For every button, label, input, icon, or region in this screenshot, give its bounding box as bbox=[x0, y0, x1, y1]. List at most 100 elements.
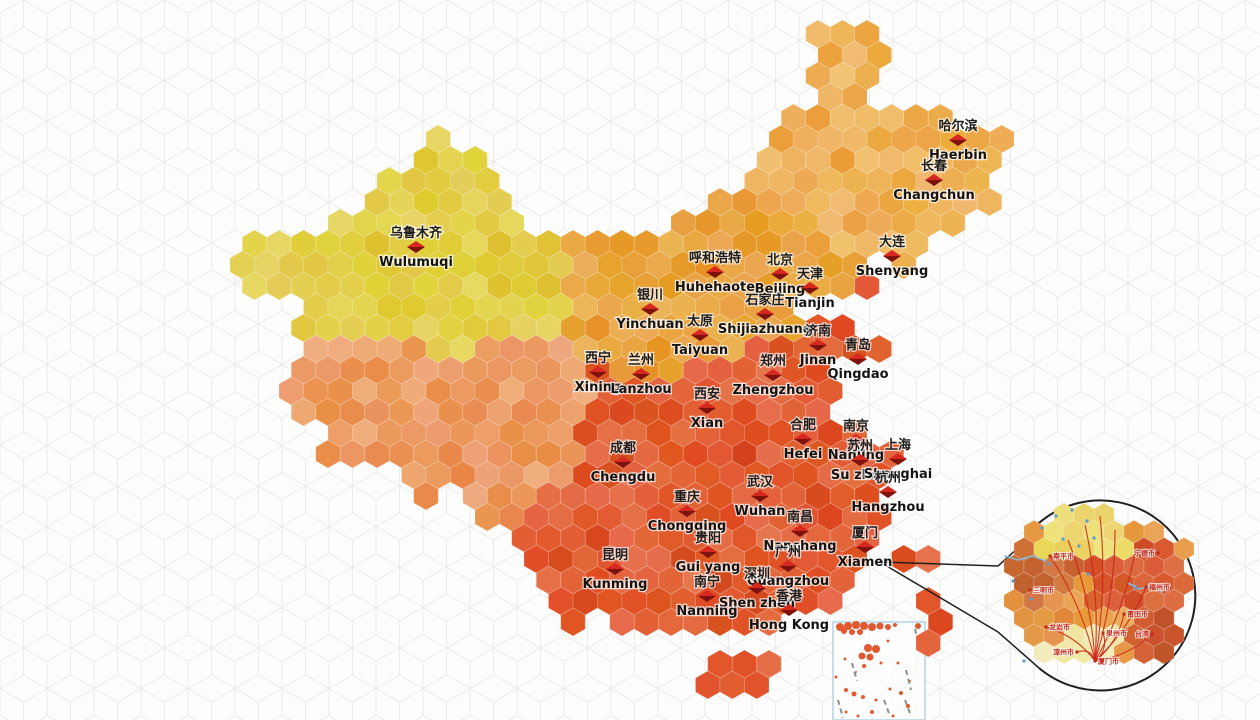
city-name-en: Gui yang bbox=[676, 560, 741, 575]
city-xining[interactable]: 西宁 Xining bbox=[573, 349, 622, 397]
inset-city-label: 三明市 bbox=[1033, 586, 1054, 595]
city-jinan[interactable]: 济南 Jinan bbox=[797, 322, 837, 370]
city-xian[interactable]: 西安 Xian bbox=[689, 385, 724, 433]
city-name-zh: 香港 bbox=[775, 588, 803, 604]
poi-blue-dot bbox=[1077, 544, 1081, 548]
city-marker-icon[interactable] bbox=[849, 353, 867, 359]
city-hangzhou[interactable]: 杭州 Hangzhou bbox=[850, 469, 926, 517]
city-marker-icon[interactable] bbox=[698, 590, 716, 596]
city-marker-icon[interactable] bbox=[809, 339, 827, 345]
island-dot bbox=[870, 710, 874, 714]
nine-dash-segment bbox=[851, 662, 858, 682]
city-marker-icon[interactable] bbox=[589, 366, 607, 372]
city-name-en: Shenyang bbox=[856, 264, 929, 279]
city-marker-icon[interactable] bbox=[771, 268, 789, 274]
land-hex-tile bbox=[866, 334, 892, 364]
city-yinchuan[interactable]: 银川 Yinchuan bbox=[614, 286, 685, 334]
city-chongqing[interactable]: 重庆 Chongqing bbox=[646, 488, 727, 536]
city-marker-icon[interactable] bbox=[883, 250, 901, 256]
city-huhehaote[interactable]: 呼和浩特 Huhehaote bbox=[674, 249, 757, 297]
city-chengdu[interactable]: 成都 Chengdu bbox=[589, 439, 656, 487]
city-marker-icon-shadow bbox=[849, 359, 867, 365]
city-shen-zhen[interactable]: 深圳 Shen zhen bbox=[718, 565, 797, 613]
poi-blue-dot bbox=[1011, 579, 1015, 583]
city-beijing[interactable]: 北京 Beijing bbox=[753, 251, 806, 299]
city-marker-icon[interactable] bbox=[706, 266, 724, 272]
city-marker-icon[interactable] bbox=[847, 434, 865, 440]
nine-dash-segment bbox=[904, 699, 912, 717]
inset-city-label: 台湾 bbox=[1135, 630, 1149, 639]
city-marker-icon[interactable] bbox=[851, 454, 869, 460]
city-marker-icon[interactable] bbox=[614, 456, 632, 462]
city-marker-icon[interactable] bbox=[751, 490, 769, 496]
city-shenyang[interactable]: 大连 Shenyang bbox=[855, 233, 930, 281]
city-marker-icon-shadow bbox=[698, 408, 716, 414]
poi-blue-dot bbox=[1029, 597, 1033, 601]
city-su-zhou[interactable]: 苏州 Su zhou bbox=[830, 437, 891, 485]
city-lanzhou[interactable]: 兰州 Lanzhou bbox=[609, 351, 673, 399]
city-hefei[interactable]: 合肥 Hefei bbox=[782, 416, 823, 464]
city-wulumuqi[interactable]: 乌鲁木齐 Wulumuqi bbox=[378, 224, 454, 272]
island-dot bbox=[879, 661, 883, 665]
city-marker-icon[interactable] bbox=[606, 563, 624, 569]
city-name-zh: 广州 bbox=[775, 544, 801, 560]
city-name-zh: 郑州 bbox=[760, 353, 786, 369]
city-wuhan[interactable]: 武汉 Wuhan bbox=[733, 473, 786, 521]
city-guangzhou[interactable]: 广州 Guangzhou bbox=[746, 543, 831, 591]
city-name-zh: 兰州 bbox=[628, 352, 654, 368]
city-gui-yang[interactable]: 贵阳 Gui yang bbox=[674, 529, 741, 577]
city-haerbin[interactable]: 哈尔滨 Haerbin bbox=[928, 117, 988, 165]
city-marker-icon-shadow bbox=[851, 460, 869, 466]
inset-city-label: 宁德市 bbox=[1134, 549, 1155, 558]
city-kunming[interactable]: 昆明 Kunming bbox=[581, 546, 648, 594]
city-qingdao[interactable]: 青岛 Qingdao bbox=[826, 336, 890, 384]
city-name-zh: 上海 bbox=[885, 437, 911, 453]
city-changchun[interactable]: 长春 Changchun bbox=[892, 157, 976, 205]
city-zhengzhou[interactable]: 郑州 Zhengzhou bbox=[731, 352, 815, 400]
city-marker-icon[interactable] bbox=[678, 505, 696, 511]
city-tianjin[interactable]: 天津 Tianjin bbox=[784, 265, 836, 313]
city-name-zh: 南宁 bbox=[694, 574, 720, 590]
city-marker-icon[interactable] bbox=[889, 453, 907, 459]
city-marker-icon[interactable] bbox=[879, 486, 897, 492]
city-nanchang[interactable]: 南昌 Nanchang bbox=[762, 508, 838, 556]
city-marker-icon[interactable] bbox=[691, 329, 709, 335]
city-name-en: Xining bbox=[575, 380, 622, 395]
city-marker-icon[interactable] bbox=[794, 433, 812, 439]
city-hong-kong[interactable]: 香港 Hong Kong bbox=[748, 587, 831, 635]
sea-inset-border bbox=[832, 621, 926, 720]
city-xiamen[interactable]: 厦门 Xiamen bbox=[836, 524, 893, 572]
route-curve bbox=[1094, 515, 1104, 662]
city-marker-icon[interactable] bbox=[764, 369, 782, 375]
city-shanghai[interactable]: 上海 Shanghai bbox=[863, 436, 934, 484]
city-marker-icon[interactable] bbox=[925, 174, 943, 180]
city-marker-icon[interactable] bbox=[748, 582, 766, 588]
city-nanjing[interactable]: 南京 Nanjing bbox=[827, 417, 886, 465]
city-name-zh: 深圳 bbox=[744, 566, 770, 582]
island-dot bbox=[852, 621, 860, 629]
city-marker-icon[interactable] bbox=[632, 368, 650, 374]
city-marker-icon[interactable] bbox=[641, 303, 659, 309]
city-taiyuan[interactable]: 太原 Taiyuan bbox=[671, 312, 730, 360]
city-marker-icon[interactable] bbox=[949, 134, 967, 140]
city-name-en: Huhehaote bbox=[675, 280, 755, 295]
city-marker-icon-shadow bbox=[632, 374, 650, 380]
city-marker-icon[interactable] bbox=[407, 241, 425, 247]
city-marker-icon[interactable] bbox=[756, 308, 774, 314]
city-marker-icon[interactable] bbox=[780, 604, 798, 610]
route-curve bbox=[1094, 529, 1116, 662]
island-dot bbox=[899, 691, 903, 695]
city-nanning[interactable]: 南宁 Nanning bbox=[675, 573, 739, 621]
city-marker-icon[interactable] bbox=[779, 560, 797, 566]
city-marker-icon-shadow bbox=[641, 309, 659, 315]
city-shijiazhuang[interactable]: 石家庄 Shijiazhuang bbox=[717, 291, 814, 339]
city-marker-icon-shadow bbox=[748, 588, 766, 594]
city-marker-icon[interactable] bbox=[856, 541, 874, 547]
city-marker-icon[interactable] bbox=[698, 402, 716, 408]
city-marker-icon[interactable] bbox=[699, 546, 717, 552]
island-dot bbox=[858, 652, 866, 660]
city-name-zh: 西安 bbox=[694, 386, 720, 402]
city-marker-icon[interactable] bbox=[801, 282, 819, 288]
city-marker-icon[interactable] bbox=[791, 525, 809, 531]
